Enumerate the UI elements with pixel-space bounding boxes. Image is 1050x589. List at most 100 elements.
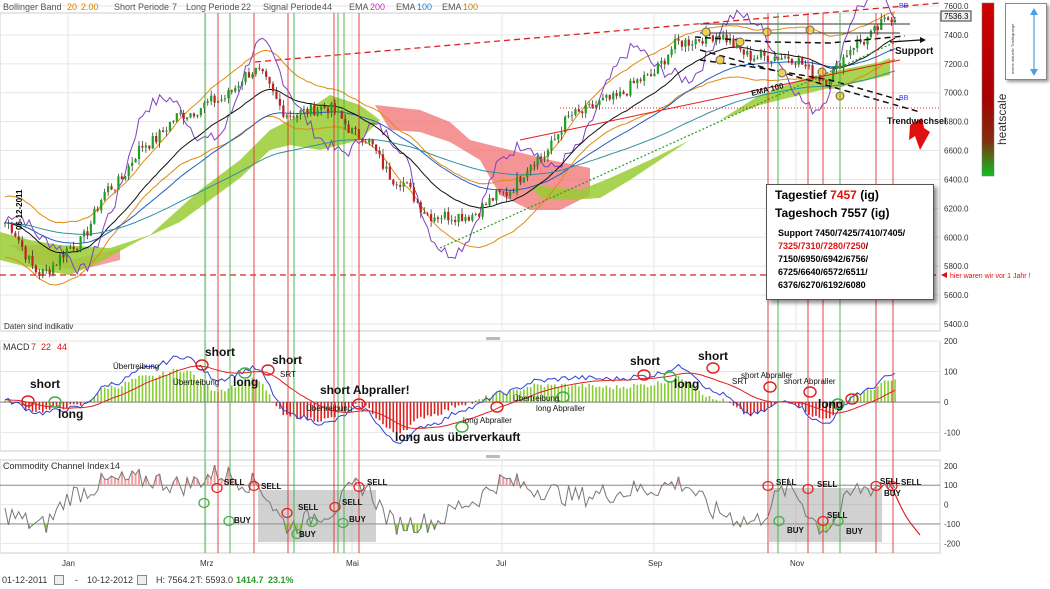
candle-body [65,248,68,258]
signal-circle [455,421,469,433]
candle-body [144,145,147,148]
candle-body [519,177,522,183]
cloud-layer [0,58,890,275]
candle-body [512,192,515,194]
candle-body [584,104,587,114]
candle-body [701,40,704,44]
cci-signal-circle [353,481,365,493]
bb-label: Bollinger Band [3,2,62,12]
candle-body [402,182,405,187]
signal-circle [238,367,252,379]
candle-body [670,49,673,56]
price-axis: 7600.0 7400.0 7200.0 7000.0 6800.0 6600.0 6400… [944,2,969,329]
candle-body [522,177,525,183]
cci-annotation: BUY [299,530,317,539]
purple-line [4,0,896,276]
signal-circle [261,364,275,376]
cci-annotation: SELL [342,498,363,507]
calendar-icon[interactable] [54,575,64,585]
macd-annotation: Übertreibung [113,362,159,371]
resistance-line [254,2,941,63]
cci-tick-label: 200 [944,462,958,471]
double-arrow-icon [1030,8,1038,76]
candle-body [251,74,254,78]
candle-body [241,82,244,86]
footer-pct: 23.1% [268,575,294,585]
current-price: 7536.3 [944,12,969,21]
candle-body [550,140,553,151]
short-label: Short Periode [114,2,169,12]
calendar-icon[interactable] [137,575,147,585]
candle-body [825,79,828,84]
candle-body [137,145,141,159]
candle-body [478,213,481,217]
candle-body [694,39,697,45]
macd-annotation: long [674,377,699,391]
candle-body [127,166,130,177]
candle-body [17,236,20,241]
candle-body [199,108,202,116]
candle-body [574,109,577,116]
candle-body [268,76,271,84]
gold-dot [701,27,711,37]
x-tick-label: Nov [790,559,804,568]
candle-body [546,150,550,157]
candle-body [110,186,113,190]
tief-suffix: (ig) [860,188,879,202]
trendwechsel-icon [909,118,930,150]
candle-body [862,42,866,45]
macd-line [4,355,896,445]
candle-body [484,204,488,205]
candle-body [24,246,27,260]
trendwechsel-label: Trendwechsel [887,116,947,126]
candle-body [746,50,749,55]
cci-signal-circle [248,480,260,492]
cci-splitter[interactable] [486,455,500,458]
cci-signal-circle [281,507,293,519]
footer-high: H: 7564.2 [156,575,196,585]
ema-label-3: EMA [442,2,462,12]
candle-body [175,113,178,121]
candle-body [450,219,453,221]
cci-tick-label: -100 [944,520,961,529]
disclaimer: Daten sind indikativ [4,322,73,331]
candle-body [770,60,773,62]
signal-circle [195,359,209,371]
candle-body [608,95,611,100]
candle-body [405,182,409,184]
candle-body [299,110,302,116]
candle-body [371,139,374,145]
candle-body [165,130,168,132]
candle-body [835,63,838,70]
macd-tick-label: 100 [944,368,958,377]
support-line-3: 7150/6950/6942/6756/ [778,254,869,264]
candle-body [560,132,563,135]
ema-label-1: EMA [349,2,369,12]
candle-body [323,106,326,108]
gold-dot [777,68,787,78]
candle-body [234,87,237,92]
candle-body [58,254,62,265]
cci-annotation: BUY [884,489,902,498]
candle-body [711,35,714,42]
cci-signal-circle [329,501,341,513]
cci-signal-circle [832,515,844,527]
macd-annotation: short Abpraller [741,371,793,380]
candle-body [780,57,783,60]
candle-body [653,73,656,77]
cci-annotation: BUY [846,527,864,536]
candle-body [832,69,835,81]
candle-body [828,80,831,84]
support-arrowhead [920,37,926,43]
candle-body [598,100,601,106]
candle-body [34,265,38,273]
cci-signal-circle [773,515,785,527]
candle-body [460,213,464,221]
macd-splitter[interactable] [486,337,500,340]
cci-signal-circle [337,517,349,529]
candle-body [588,104,591,105]
candle-body [618,91,622,97]
cci-annotation: SELL [261,482,282,491]
info-box: Tagestief 7457 (ig) Tageshoch 7557 (ig) … [766,184,934,300]
cci-signal-circle [802,483,814,495]
